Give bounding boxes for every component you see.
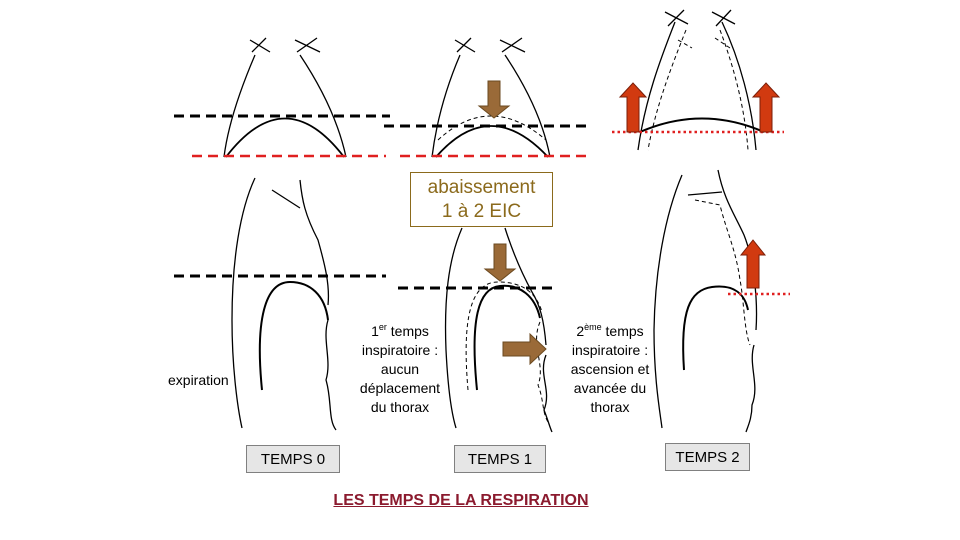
lateral-thorax-t0 [231,177,337,431]
arrow-up-icon [618,82,648,133]
phase1-heading: 1er temps [371,322,429,340]
arrow-right-icon [502,332,547,366]
diaphragm-lateral-t0 [258,280,329,391]
lateral-thorax-t2-dashed [694,199,751,346]
diaphragm-lateral-t1-dashed [465,281,549,423]
phase2-heading: 2ème temps [576,322,644,340]
abaissement-line1: abaissement [427,177,536,198]
diaphragm-dome-t0 [225,117,345,158]
diaphragm-dome-t1-dashed [437,115,547,141]
temps2-label: TEMPS 2 [665,443,750,471]
phase1-line: aucun [380,361,420,377]
diaphragm-dome-t2 [639,117,765,133]
temps0-label: TEMPS 0 [246,445,340,473]
phase2-line: ascension et [570,361,650,377]
diaphragm-lateral-t2 [682,285,749,371]
temps1-label: TEMPS 1 [454,445,546,473]
abaissement-line2: 1 à 2 EIC [441,201,522,222]
phase2-line: thorax [590,399,630,415]
frontal-thorax-t1 [431,37,551,158]
arrow-down-icon [478,80,510,119]
phase1-description: 1er temps inspiratoire : aucun déplaceme… [340,322,460,417]
frontal-thorax-t0 [223,37,347,158]
diaphragm-dome-t1 [435,125,549,158]
abaissement-callout: abaissement 1 à 2 EIC [410,172,553,227]
arrow-up-icon [751,82,781,133]
phase1-line: déplacement [359,380,441,396]
phase1-line: inspiratoire : [361,342,439,358]
expiration-label: expiration [168,372,229,388]
phase2-line: inspiratoire : [571,342,649,358]
phase2-line: avancée du [573,380,647,396]
frontal-thorax-t2 [637,9,757,151]
lateral-thorax-t2 [653,169,758,433]
arrow-up-icon [739,239,767,289]
lateral-thorax-t1 [444,227,553,433]
frontal-thorax-t2-dashed [647,29,749,151]
page-title: LES TEMPS DE LA RESPIRATION [333,492,589,509]
phase1-line: du thorax [370,399,430,415]
arrow-down-icon [484,243,516,282]
phase2-description: 2ème temps inspiratoire : ascension et a… [550,322,670,417]
